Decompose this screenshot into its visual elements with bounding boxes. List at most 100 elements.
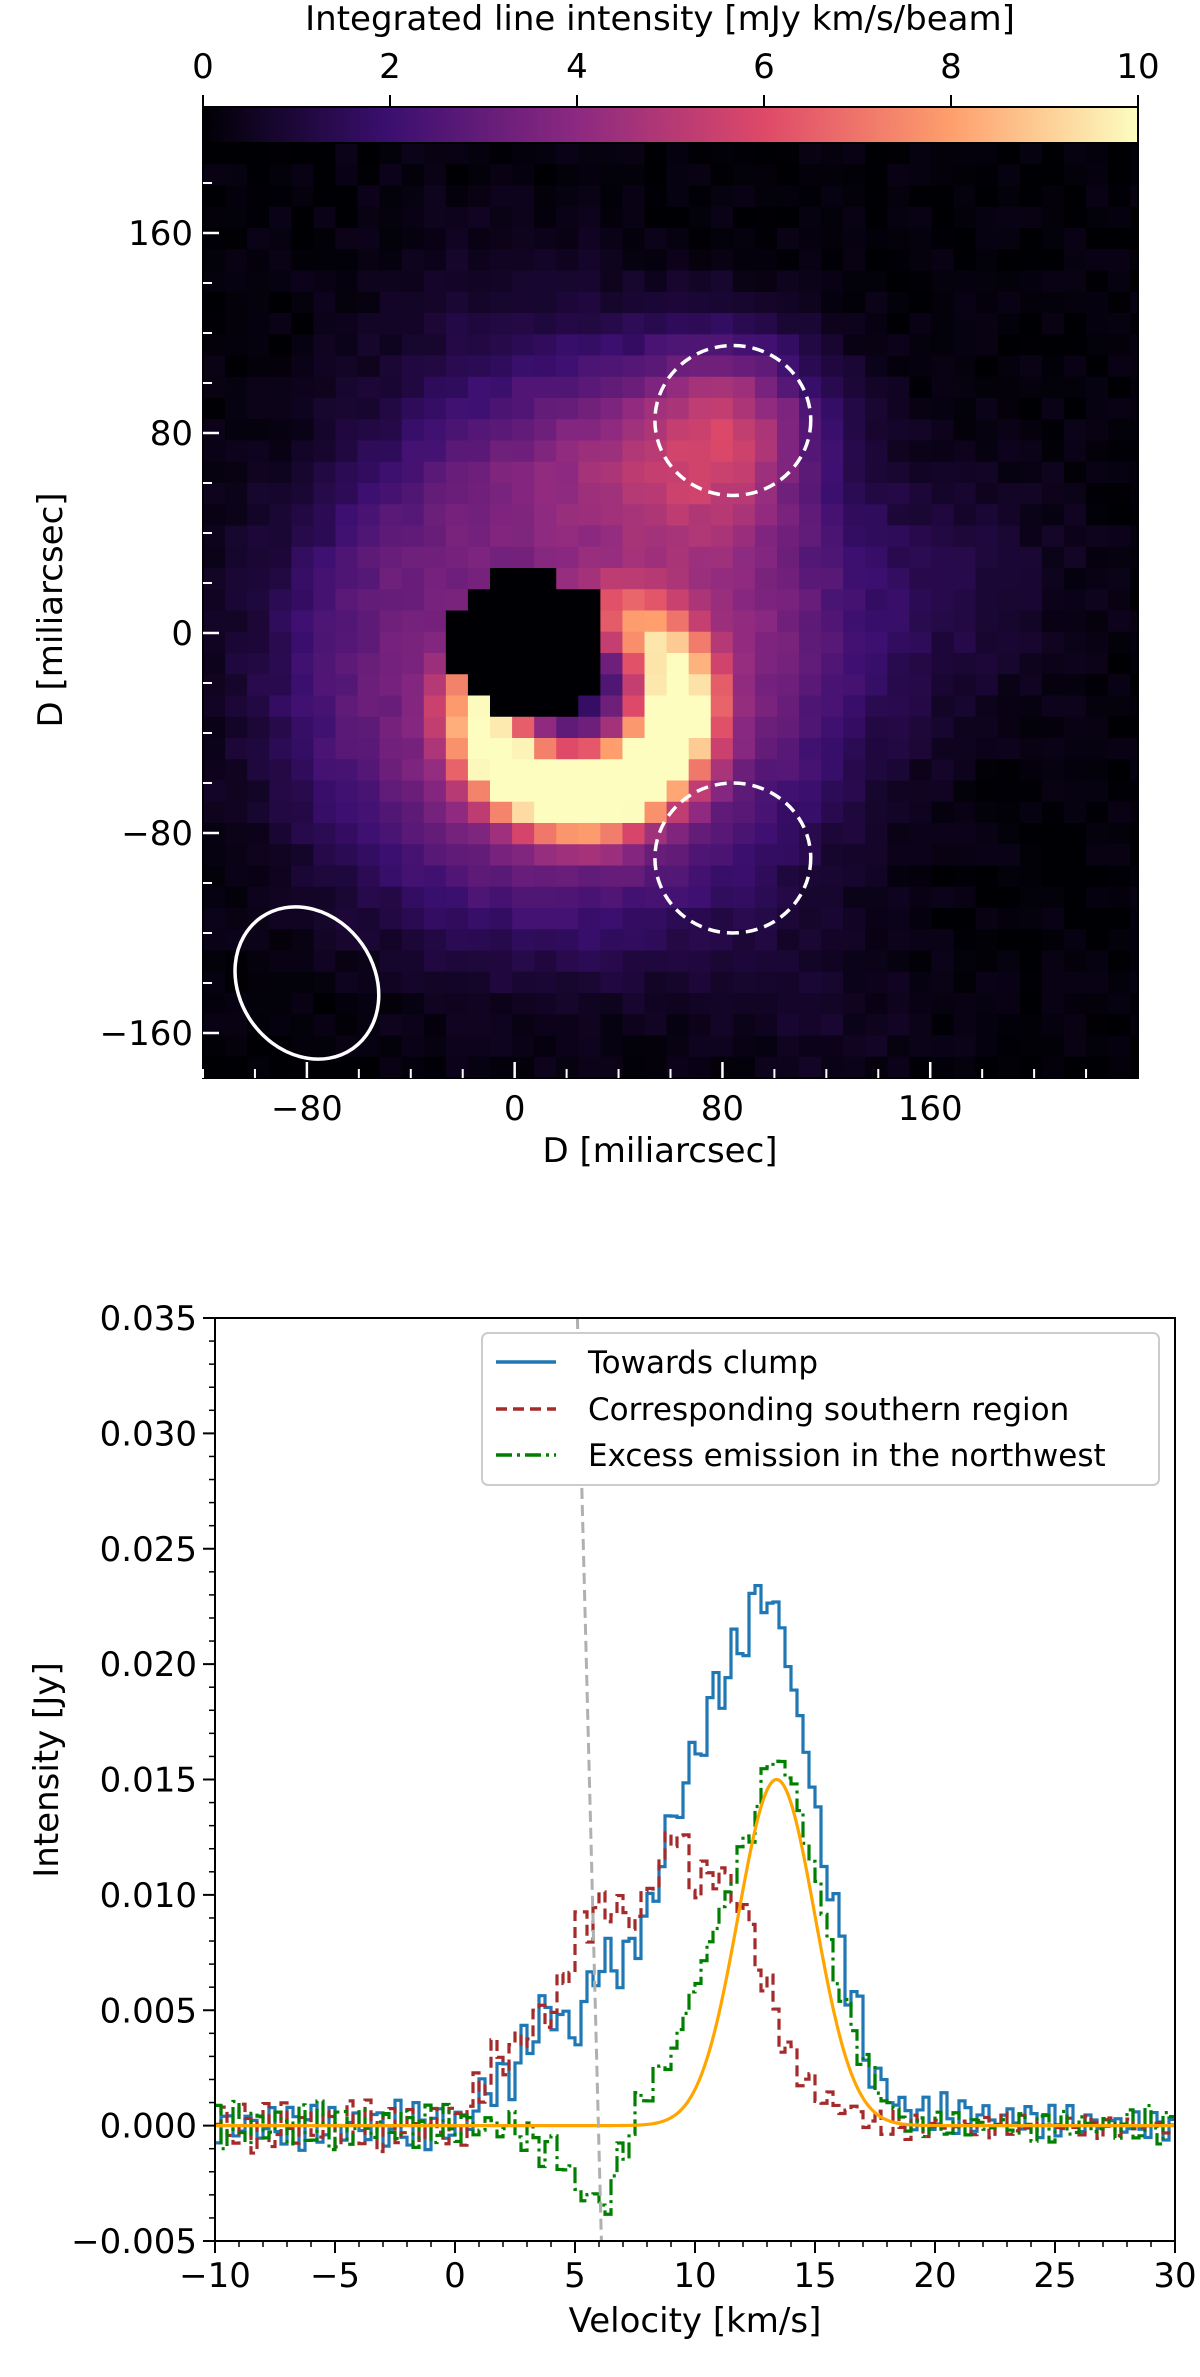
map-pixel bbox=[1086, 291, 1109, 314]
map-pixel bbox=[931, 525, 955, 548]
map-pixel bbox=[622, 546, 646, 569]
map-pixel bbox=[225, 249, 248, 272]
map-pixel bbox=[821, 546, 844, 569]
map-pixel bbox=[534, 291, 557, 314]
map-pixel bbox=[600, 993, 624, 1015]
map-pixel bbox=[666, 950, 690, 973]
map-pixel bbox=[975, 1014, 999, 1037]
map-pixel bbox=[313, 844, 337, 867]
map-pixel bbox=[732, 546, 756, 569]
map-pixel bbox=[887, 1035, 911, 1058]
map-pixel bbox=[225, 504, 248, 527]
map-pixel bbox=[379, 546, 403, 569]
map-pixel bbox=[909, 313, 933, 335]
map-pixel bbox=[997, 993, 1021, 1015]
map-pixel bbox=[732, 270, 756, 293]
map-pixel bbox=[423, 483, 447, 505]
map-pixel bbox=[225, 738, 248, 760]
map-pixel bbox=[821, 780, 844, 803]
map-pixel bbox=[313, 525, 337, 548]
map-pixel bbox=[1041, 164, 1065, 187]
map-pixel bbox=[600, 504, 624, 527]
map-pixel bbox=[489, 334, 513, 357]
map-pixel bbox=[379, 738, 403, 760]
map-pixel bbox=[467, 376, 491, 399]
map-pixel bbox=[909, 546, 933, 569]
map-pixel bbox=[821, 759, 844, 782]
map-pixel bbox=[776, 546, 800, 569]
map-pixel bbox=[821, 610, 844, 633]
map-pixel bbox=[467, 801, 491, 824]
map-pixel bbox=[534, 695, 557, 718]
map-pixel bbox=[247, 1035, 270, 1058]
map-pixel bbox=[291, 865, 314, 888]
map-pixel bbox=[269, 164, 292, 187]
map-pixel bbox=[931, 716, 955, 739]
map-pixel bbox=[1063, 313, 1087, 335]
map-pixel bbox=[556, 886, 579, 909]
map-pixel bbox=[203, 206, 226, 229]
map-pixel bbox=[1019, 695, 1043, 718]
map-pixel bbox=[931, 801, 955, 824]
map-pixel bbox=[799, 185, 822, 208]
map-pixel bbox=[776, 398, 800, 420]
map-pixel bbox=[710, 291, 734, 314]
map-pixel bbox=[203, 844, 226, 867]
map-pixel bbox=[710, 716, 734, 739]
map-pixel bbox=[247, 291, 270, 314]
map-pixel bbox=[1063, 738, 1087, 760]
spectrum-y-tick-label: 0.025 bbox=[100, 1530, 197, 1570]
map-pixel bbox=[821, 1035, 844, 1058]
spectrum-y-tick-label: 0.035 bbox=[100, 1299, 197, 1339]
map-pixel bbox=[225, 759, 248, 782]
map-pixel bbox=[799, 780, 822, 803]
map-pixel bbox=[445, 270, 469, 293]
map-pixel bbox=[203, 738, 226, 760]
map-pixel bbox=[225, 228, 248, 250]
map-y-tick-label: 160 bbox=[128, 214, 193, 254]
map-pixel bbox=[291, 780, 314, 803]
map-pixel bbox=[887, 653, 911, 675]
map-pixel bbox=[512, 631, 535, 654]
spectrum-y-tick-label: 0.000 bbox=[100, 2107, 197, 2147]
map-pixel bbox=[578, 823, 601, 845]
map-pixel bbox=[776, 419, 800, 442]
map-pixel bbox=[688, 143, 712, 165]
map-pixel bbox=[1108, 228, 1131, 250]
map-pixel bbox=[843, 1056, 866, 1078]
map-pixel bbox=[865, 844, 888, 867]
map-pixel bbox=[821, 971, 844, 994]
map-pixel bbox=[799, 653, 822, 675]
colorbar-ticks: 0 2 4 6 8 10 bbox=[192, 47, 1160, 107]
map-pixel bbox=[1130, 546, 1138, 569]
map-pixel bbox=[1019, 546, 1043, 569]
map-pixel bbox=[600, 249, 624, 272]
map-pixel bbox=[732, 291, 756, 314]
map-pixel bbox=[799, 823, 822, 845]
map-pixel bbox=[489, 823, 513, 845]
map-pixel bbox=[931, 823, 955, 845]
map-pixel bbox=[556, 1056, 579, 1078]
map-pixel bbox=[887, 376, 911, 399]
map-pixel bbox=[291, 185, 314, 208]
map-pixel bbox=[225, 801, 248, 824]
map-pixel bbox=[688, 801, 712, 824]
map-pixel bbox=[975, 653, 999, 675]
map-pixel bbox=[909, 355, 933, 378]
map-pixel bbox=[799, 376, 822, 399]
map-pixel bbox=[953, 164, 977, 187]
map-pixel bbox=[1130, 631, 1138, 654]
map-pixel bbox=[776, 823, 800, 845]
map-pixel bbox=[1130, 440, 1138, 463]
map-pixel bbox=[1130, 716, 1138, 739]
map-pixel bbox=[931, 674, 955, 697]
map-pixel bbox=[997, 376, 1021, 399]
map-pixel bbox=[1063, 143, 1087, 165]
map-pixel bbox=[1041, 716, 1065, 739]
map-pixel bbox=[776, 568, 800, 590]
map-pixel bbox=[1130, 1056, 1138, 1078]
map-pixel bbox=[732, 228, 756, 250]
map-pixel bbox=[269, 865, 292, 888]
map-pixel bbox=[887, 631, 911, 654]
map-pixel bbox=[821, 865, 844, 888]
